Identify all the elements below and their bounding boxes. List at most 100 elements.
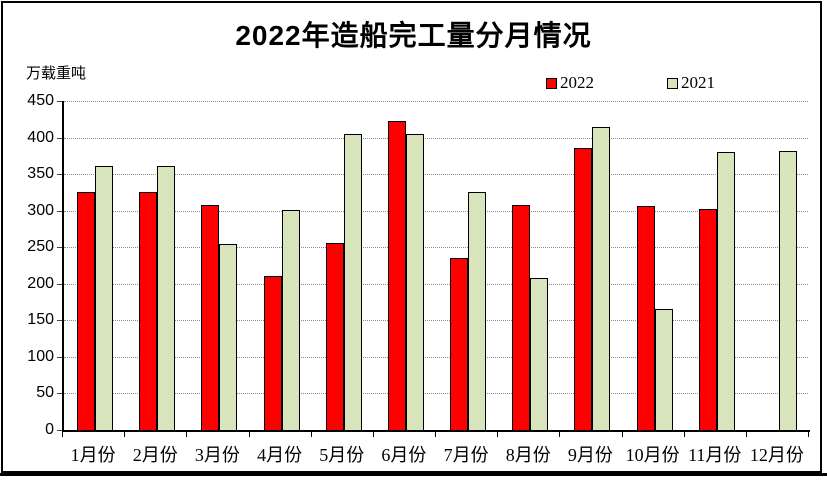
y-tick-mark-100 xyxy=(57,356,62,358)
category-slot-5月份 xyxy=(313,101,375,430)
legend-label-2022: 2022 xyxy=(560,73,594,92)
chart-title: 2022年造船完工量分月情况 xyxy=(235,20,592,51)
x-tick-label-9月份: 9月份 xyxy=(567,445,613,465)
x-tick-label-5月份: 5月份 xyxy=(319,445,365,465)
category-slot-12月份 xyxy=(748,101,810,430)
category-slot-11月份 xyxy=(686,101,748,430)
gridline-200 xyxy=(64,283,808,285)
bar-2022-10月份 xyxy=(636,205,655,430)
y-axis-unit-label: 万载重吨 xyxy=(26,66,87,82)
y-tick-mark-350 xyxy=(57,174,62,176)
x-tick-label-10月份: 10月份 xyxy=(625,445,680,465)
y-tick-label-150: 150 xyxy=(27,311,54,329)
x-tick-label-1月份: 1月份 xyxy=(70,445,116,465)
bar-2022-7月份 xyxy=(450,258,469,430)
bar-2021-11月份 xyxy=(716,152,735,430)
y-tick-mark-200 xyxy=(57,283,62,285)
bar-2021-8月份 xyxy=(530,277,549,430)
gridline-250 xyxy=(64,247,808,249)
y-tick-label-50: 50 xyxy=(36,384,54,402)
y-tick-label-100: 100 xyxy=(27,347,54,365)
bottom-border-line xyxy=(0,473,827,476)
y-tick-mark-0 xyxy=(57,430,62,431)
x-tick-label-2月份: 2月份 xyxy=(132,445,178,465)
bar-2021-2月份 xyxy=(157,166,176,430)
legend-item-2022: 2022 xyxy=(546,73,594,92)
x-tick-mark-7 xyxy=(497,432,499,437)
gridline-100 xyxy=(64,356,808,358)
bar-2021-7月份 xyxy=(468,191,487,430)
category-slot-2月份 xyxy=(126,101,188,430)
legend-swatch-2022 xyxy=(546,77,557,89)
y-tick-label-200: 200 xyxy=(27,274,54,292)
category-slot-10月份 xyxy=(624,101,686,430)
gridline-350 xyxy=(64,174,808,176)
x-tick-mark-12 xyxy=(808,432,809,437)
x-tick-mark-4 xyxy=(310,432,312,437)
x-tick-label-12月份: 12月份 xyxy=(749,445,804,465)
plot-area xyxy=(62,101,810,432)
x-tick-mark-0 xyxy=(62,432,63,437)
y-tick-mark-50 xyxy=(57,393,62,395)
bar-2022-3月份 xyxy=(201,204,220,430)
x-tick-mark-1 xyxy=(124,432,126,437)
x-tick-label-3月份: 3月份 xyxy=(194,445,240,465)
bar-2022-8月份 xyxy=(512,204,531,430)
category-slot-4月份 xyxy=(251,101,313,430)
category-slot-8月份 xyxy=(499,101,561,430)
x-tick-label-7月份: 7月份 xyxy=(443,445,489,465)
y-tick-mark-150 xyxy=(57,320,62,322)
bar-2022-9月份 xyxy=(574,147,593,430)
bar-2021-4月份 xyxy=(281,209,300,430)
gridline-450 xyxy=(64,101,808,102)
legend-item-2021: 2021 xyxy=(667,73,715,92)
bar-2021-12月份 xyxy=(778,151,797,430)
y-tick-label-300: 300 xyxy=(27,201,54,219)
bar-2021-3月份 xyxy=(219,243,238,430)
x-tick-mark-11 xyxy=(745,432,747,437)
x-tick-mark-2 xyxy=(186,432,188,437)
x-tick-mark-10 xyxy=(683,432,685,437)
gridline-50 xyxy=(64,393,808,395)
bar-2021-6月份 xyxy=(405,133,424,430)
y-tick-label-350: 350 xyxy=(27,165,54,183)
legend-swatch-2021 xyxy=(667,77,678,89)
x-tick-mark-9 xyxy=(621,432,623,437)
y-tick-mark-250 xyxy=(57,247,62,249)
y-tick-label-0: 0 xyxy=(45,421,54,438)
category-slot-1月份 xyxy=(64,101,126,430)
gridline-400 xyxy=(64,137,808,139)
bar-2021-10月份 xyxy=(654,308,673,430)
x-tick-mark-6 xyxy=(435,432,436,437)
x-tick-label-11月份: 11月份 xyxy=(688,445,742,465)
y-tick-label-450: 450 xyxy=(27,92,54,109)
x-tick-mark-5 xyxy=(372,432,374,437)
x-tick-label-4月份: 4月份 xyxy=(257,445,303,465)
bar-2022-4月份 xyxy=(263,276,282,430)
bar-2022-5月份 xyxy=(325,242,344,430)
bar-2022-11月份 xyxy=(698,209,717,430)
bar-2021-9月份 xyxy=(592,127,611,430)
y-tick-mark-300 xyxy=(57,210,62,212)
bar-2021-5月份 xyxy=(343,133,362,430)
x-tick-label-8月份: 8月份 xyxy=(505,445,551,465)
gridline-150 xyxy=(64,320,808,322)
category-slot-6月份 xyxy=(375,101,437,430)
legend-label-2021: 2021 xyxy=(681,73,715,92)
gridline-300 xyxy=(64,210,808,212)
bar-2022-1月份 xyxy=(77,191,96,430)
y-tick-label-400: 400 xyxy=(27,128,54,146)
x-tick-mark-8 xyxy=(559,432,561,437)
y-tick-label-250: 250 xyxy=(27,238,54,256)
x-tick-label-6月份: 6月份 xyxy=(381,445,427,465)
bar-2021-1月份 xyxy=(95,166,114,430)
category-slot-7月份 xyxy=(437,101,499,430)
x-tick-mark-3 xyxy=(248,432,250,437)
bar-2022-6月份 xyxy=(387,121,406,430)
bar-2022-2月份 xyxy=(139,191,158,430)
y-tick-mark-450 xyxy=(57,101,62,102)
category-slot-3月份 xyxy=(188,101,250,430)
category-slot-9月份 xyxy=(561,101,623,430)
y-tick-mark-400 xyxy=(57,137,62,139)
